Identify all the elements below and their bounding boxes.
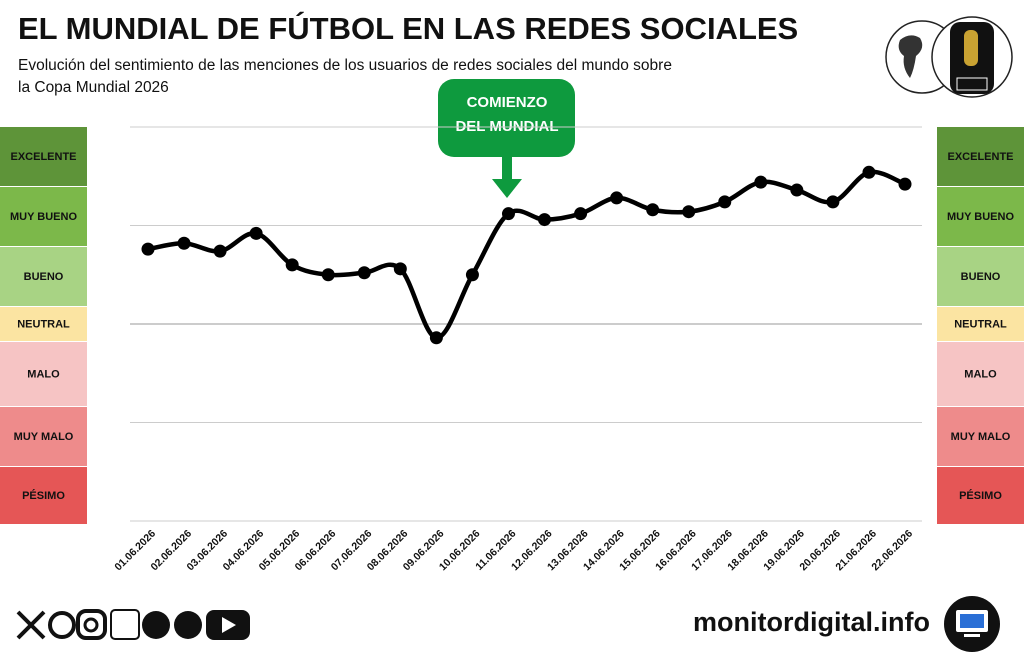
point <box>429 331 443 345</box>
point <box>538 213 552 227</box>
chart-title: EL MUNDIAL DE FÚTBOL EN LAS REDES SOCIAL… <box>18 10 798 46</box>
social-icons <box>16 609 250 640</box>
point <box>501 207 515 221</box>
sentiment-band <box>0 342 87 406</box>
point <box>826 195 840 209</box>
logo <box>885 16 1013 98</box>
chart-subtitle: Evolución del sentimiento de las mencion… <box>18 57 672 74</box>
sentiment-label: MUY BUENO <box>947 211 1014 223</box>
sentiment-band <box>937 342 1024 406</box>
annotation-text: DEL MUNDIAL <box>455 118 558 135</box>
sentiment-label: BUENO <box>24 271 64 283</box>
point <box>862 165 876 179</box>
annotation: COMIENZO DEL MUNDIAL <box>438 79 575 198</box>
point <box>357 266 371 280</box>
sentiment-label: EXCELENTE <box>10 151 76 163</box>
point <box>682 205 696 219</box>
sentiment-band <box>937 127 1024 186</box>
sentiment-label: MUY MALO <box>14 431 74 443</box>
annotation-text: COMIENZO <box>467 94 548 111</box>
point <box>249 226 263 240</box>
sentiment-label: NEUTRAL <box>954 318 1007 330</box>
point <box>177 236 191 250</box>
sentiment-band <box>0 467 87 524</box>
sentiment-label: NEUTRAL <box>17 318 70 330</box>
sentiment-band <box>0 407 87 466</box>
sentiment-band <box>937 247 1024 306</box>
annotation-box <box>438 79 575 157</box>
chart-subtitle: la Copa Mundial 2026 <box>18 79 169 96</box>
point <box>141 242 155 256</box>
sentiment-label: MUY BUENO <box>10 211 77 223</box>
sentiment-band <box>0 187 87 246</box>
point <box>321 268 335 282</box>
point <box>465 268 479 282</box>
point <box>718 195 732 209</box>
sentiment-label: PÉSIMO <box>959 489 1002 502</box>
line <box>147 169 906 341</box>
sentiment-band <box>0 247 87 306</box>
sentiment-band <box>937 187 1024 246</box>
point <box>574 207 588 221</box>
sentiment-band <box>937 307 1024 341</box>
sentiment-label: MALO <box>27 368 60 380</box>
point <box>898 177 912 191</box>
point <box>393 262 407 276</box>
sentiment-band <box>0 127 87 186</box>
sentiment-band <box>937 467 1024 524</box>
sentiment-band <box>937 407 1024 466</box>
point <box>646 203 660 217</box>
sentiment-label: MALO <box>964 368 997 380</box>
website-icon <box>944 596 1000 652</box>
point <box>610 191 624 205</box>
point <box>754 175 768 189</box>
sentiment-label: EXCELENTE <box>947 151 1013 163</box>
sentiment-label: PÉSIMO <box>22 489 65 502</box>
point <box>790 183 804 197</box>
point <box>285 258 299 272</box>
sentiment-label: BUENO <box>961 271 1001 283</box>
website: monitordigital.info <box>693 607 930 637</box>
sentiment-band <box>0 307 87 341</box>
sentiment-label: MUY MALO <box>951 431 1011 443</box>
point <box>213 244 227 258</box>
